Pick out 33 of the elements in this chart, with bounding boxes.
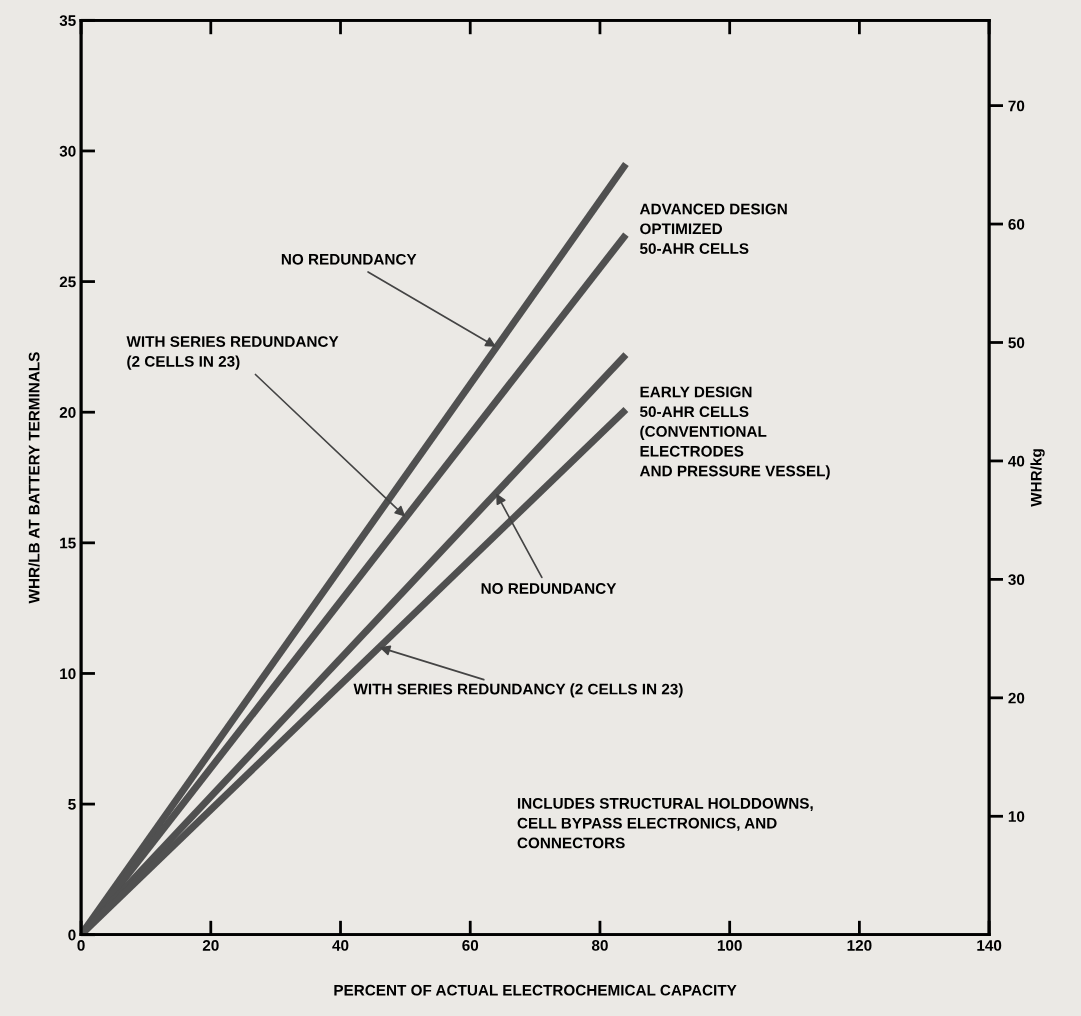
y-tick-label: 15 [60,537,76,549]
annotation: INCLUDES STRUCTURAL HOLDDOWNS, CELL BYPASS ELECTRONICS, AND CONNECTORS [517,797,813,849]
y-tick-label: 0 [68,929,76,941]
y2-tick-label: 30 [1008,574,1025,586]
y-tick-label: 20 [59,407,76,418]
annotation: NO REDUNDANCY [281,253,417,265]
annotation: WITH SERIES REDUNDANCY (2 CELLS IN 23) [126,336,339,370]
x-tick-label: 140 [977,939,1002,951]
y-tick-label: 25 [59,276,76,288]
y2-tick-label: 60 [1008,218,1025,230]
x-tick-label: 20 [202,939,219,951]
y2-axis-title: WHR/kg [1030,449,1045,507]
x-tick-label: 40 [332,939,349,951]
annotation: EARLY DESIGN 50-AHR CELLS (CONVENTIONAL ELECTRODES AND PRESSURE VESSEL) [639,386,830,480]
y-tick-label: 35 [59,15,76,27]
y2-tick-label: 10 [1008,811,1025,822]
x-tick-label: 120 [847,939,872,951]
x-tick-label: 100 [717,939,742,951]
y2-tick-label: 40 [1008,455,1025,467]
y2-tick-label: 70 [1008,100,1025,112]
annotation: WITH SERIES REDUNDANCY (2 CELLS IN 23) [353,683,683,698]
y-tick-label: 10 [60,668,76,680]
y-axis-title: WHR/LB AT BATTERY TERMINALS [28,352,40,604]
x-tick-label: 60 [462,939,479,951]
y2-tick-label: 50 [1008,337,1025,349]
x-tick-label: 0 [77,939,85,951]
annotation: NO REDUNDANCY [481,583,617,594]
annotation: ADVANCED DESIGN OPTIMIZED 50-AHR CELLS [639,203,787,254]
x-tick-label: 80 [591,939,608,951]
y-tick-label: 5 [68,799,76,810]
y2-tick-label: 20 [1008,692,1025,704]
x-axis-title: PERCENT OF ACTUAL ELECTROCHEMICAL CAPACITY [334,984,737,996]
y-tick-label: 30 [59,145,76,157]
